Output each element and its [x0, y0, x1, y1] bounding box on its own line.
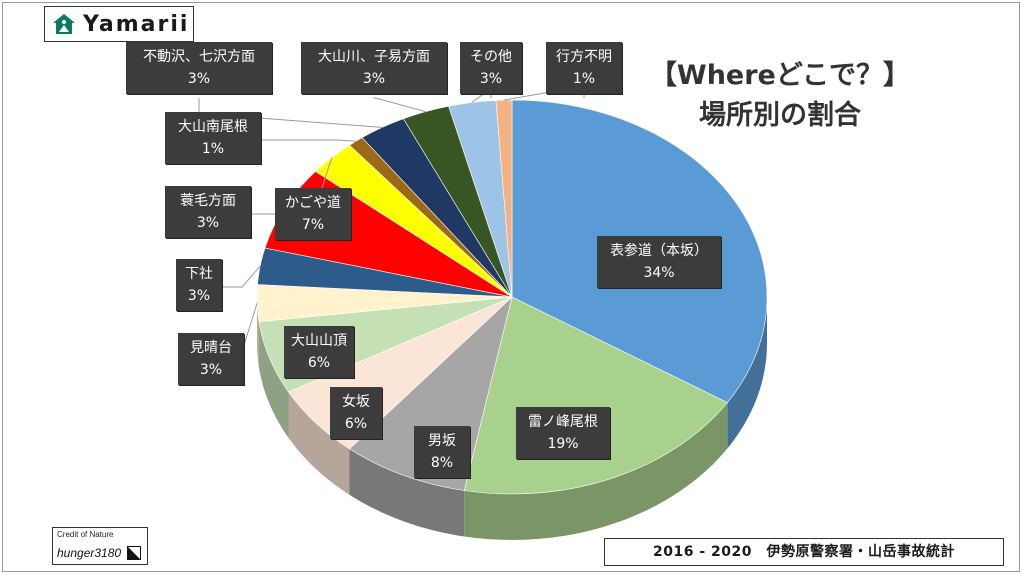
chart-title: 【Whereどこで？】 場所別の割合: [620, 56, 940, 136]
logo-text: Yamarii: [83, 11, 190, 37]
slice-label-value: 1%: [201, 141, 225, 157]
slice-label-8: 蓑毛方面 3%: [165, 186, 251, 238]
slice-label-0: 表参道（本坂） 34%: [597, 236, 721, 288]
slice-label-5: 見晴台 3%: [178, 333, 244, 385]
slice-label-value: 6%: [307, 355, 331, 371]
slice-label-13: 行方不明 1%: [546, 42, 622, 94]
title-line-1: 【Whereどこで？】: [649, 60, 911, 91]
slice-label-9: 大山南尾根 1%: [165, 112, 261, 164]
slice-label-name: 表参道（本坂）: [610, 243, 708, 259]
slice-label-4: 大山山頂 6%: [284, 326, 354, 378]
pie-side-0: [727, 297, 767, 449]
credit-name: hunger3180: [57, 546, 122, 560]
slice-label-value: 6%: [344, 416, 368, 432]
slice-label-name: かごや道: [285, 195, 341, 211]
slice-label-name: 大山南尾根: [178, 119, 248, 135]
slice-label-name: 女坂: [342, 394, 370, 410]
slice-label-value: 3%: [187, 288, 211, 304]
title-line-2: 場所別の割合: [699, 100, 861, 131]
pie-side-2: [349, 448, 465, 537]
pie-side-5: [257, 297, 259, 368]
slice-label-value: 3%: [196, 215, 220, 231]
leader-line-9: [261, 139, 356, 142]
pie-slice-13: [495, 99, 513, 298]
slice-label-value: 3%: [362, 71, 386, 87]
slice-label-name: 不動沢、七沢方面: [143, 49, 255, 65]
slice-label-1: 雷ノ峰尾根 19%: [516, 407, 610, 459]
slice-label-value: 3%: [479, 71, 503, 87]
pie-slice-2: [349, 296, 513, 491]
pie-side-1: [464, 402, 728, 540]
slice-label-name: 雷ノ峰尾根: [528, 414, 598, 430]
slice-label-value: 1%: [572, 71, 596, 87]
slice-label-3: 女坂 6%: [330, 387, 382, 439]
slice-label-name: 見晴台: [190, 340, 232, 356]
slice-label-7: かごや道 7%: [275, 188, 351, 240]
pie-side-3: [288, 391, 350, 495]
slice-label-name: その他: [470, 49, 512, 65]
credit-box: Credit of Nature hunger3180: [52, 527, 148, 565]
slice-label-name: 男坂: [428, 433, 456, 449]
slice-label-name: 行方不明: [556, 49, 612, 65]
slice-label-value: 19%: [547, 436, 579, 452]
slice-label-value: 3%: [187, 71, 211, 87]
slice-label-name: 大山川、子易方面: [318, 49, 430, 65]
slice-label-name: 大山山頂: [291, 333, 347, 349]
slice-label-2: 男坂 8%: [414, 426, 470, 478]
yamarii-logo: Yamarii: [44, 6, 194, 42]
leader-line-11: [373, 96, 426, 113]
leader-line-6: [222, 265, 261, 288]
slice-label-12: その他 3%: [460, 42, 522, 94]
source-note: 2016 - 2020 伊勢原警察署・山岳事故統計: [604, 538, 1004, 566]
slice-label-11: 大山川、子易方面 3%: [301, 42, 447, 94]
slice-label-value: 8%: [430, 455, 454, 471]
slice-label-value: 3%: [199, 362, 223, 378]
slice-label-value: 34%: [643, 265, 675, 281]
slice-label-name: 下社: [185, 266, 213, 282]
mountain-house-icon: [53, 14, 75, 34]
credit-caption: Credit of Nature: [57, 530, 114, 539]
slice-label-10: 不動沢、七沢方面 3%: [126, 42, 272, 94]
slice-label-6: 下社 3%: [176, 259, 222, 311]
slice-label-name: 蓑毛方面: [180, 193, 236, 209]
corner-mark-icon: [127, 546, 141, 560]
slice-label-value: 7%: [301, 217, 325, 233]
